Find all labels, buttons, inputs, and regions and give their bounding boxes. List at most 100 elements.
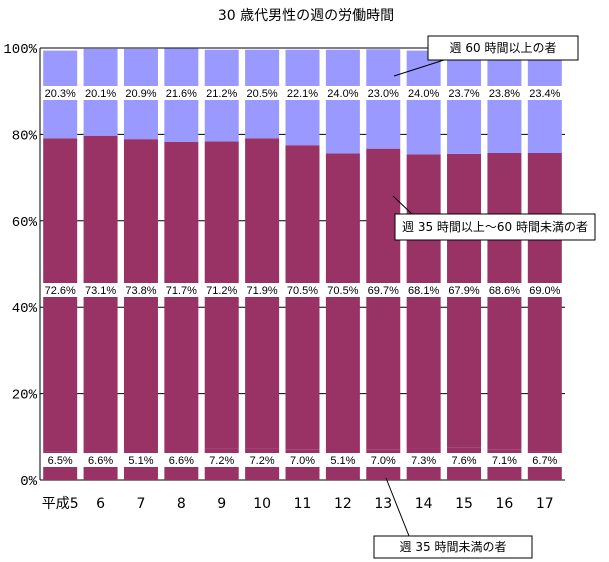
x-tick-label: 16 bbox=[496, 496, 514, 512]
data-label-35to60: 71.9% bbox=[247, 285, 278, 297]
bar-segment-35to60 bbox=[487, 152, 522, 450]
data-label-35to60: 68.1% bbox=[408, 285, 439, 297]
x-tick-label: 7 bbox=[137, 496, 146, 512]
data-label-bg bbox=[202, 283, 241, 297]
y-axis-tick-labels: 0% 20% 40% 60% 80% 100% bbox=[3, 42, 37, 490]
bar-segment-35to60 bbox=[527, 152, 562, 452]
bar-segment-over60 bbox=[325, 49, 360, 154]
bar-segment-35to60 bbox=[366, 148, 401, 450]
data-label-over60: 23.8% bbox=[489, 88, 520, 100]
data-label-bg bbox=[323, 453, 362, 467]
data-label-bg bbox=[243, 86, 282, 100]
data-label-under35: 5.1% bbox=[128, 455, 153, 467]
annotation-35to60: 週 35 時間以上～60 時間未満の者 bbox=[392, 195, 596, 241]
data-label-under35: 7.3% bbox=[411, 455, 436, 467]
data-label-over60: 24.0% bbox=[408, 88, 439, 100]
data-labels: 6.5% 6.6% 5.1% 6.6% 7.2% 7.2% 7.0% 5.1% 7.0% 7.3%… bbox=[41, 86, 564, 467]
y-tick-label: 80% bbox=[12, 128, 38, 144]
data-label-bg bbox=[364, 86, 403, 100]
x-tick-label: 平成5 bbox=[42, 496, 79, 512]
data-label-under35: 6.6% bbox=[88, 455, 113, 467]
data-label-bg bbox=[202, 86, 241, 100]
data-label-bg bbox=[445, 86, 484, 100]
data-label-over60: 20.3% bbox=[45, 88, 76, 100]
data-label-bg bbox=[525, 86, 564, 100]
data-label-under35: 6.6% bbox=[169, 455, 194, 467]
data-label-under35: 7.0% bbox=[371, 455, 396, 467]
data-label-over60: 21.6% bbox=[166, 88, 197, 100]
x-tick-label: 6 bbox=[96, 496, 105, 512]
data-label-35to60: 67.9% bbox=[448, 285, 479, 297]
data-label-over60: 23.0% bbox=[368, 88, 399, 100]
data-label-35to60: 71.7% bbox=[166, 285, 197, 297]
annotation-over60: 週 60 時間以上の者 bbox=[393, 35, 579, 77]
data-label-bg bbox=[243, 453, 282, 467]
data-label-over60: 20.9% bbox=[125, 88, 156, 100]
bar-segment-35to60 bbox=[406, 154, 441, 449]
data-label-bg bbox=[485, 453, 524, 467]
x-tick-label: 11 bbox=[294, 496, 312, 512]
bar-segment-over60 bbox=[406, 50, 441, 155]
data-label-bg bbox=[162, 283, 201, 297]
data-label-bg bbox=[81, 453, 120, 467]
data-label-under35: 7.0% bbox=[290, 455, 315, 467]
data-label-bg bbox=[162, 453, 201, 467]
data-label-bg bbox=[445, 453, 484, 467]
annotation-over60-box bbox=[427, 35, 579, 61]
data-label-bg bbox=[41, 86, 80, 100]
annotation-under35-leader bbox=[385, 477, 410, 537]
data-label-under35: 6.7% bbox=[532, 455, 557, 467]
data-label-35to60: 69.0% bbox=[529, 285, 560, 297]
data-label-35to60: 73.8% bbox=[125, 285, 156, 297]
bar-segment-over60 bbox=[447, 51, 482, 154]
data-label-bg bbox=[162, 86, 201, 100]
data-label-bg bbox=[41, 283, 80, 297]
annotation-35to60-box bbox=[394, 213, 596, 241]
annotation-35to60-leader bbox=[392, 195, 413, 215]
data-label-bg bbox=[283, 453, 322, 467]
data-label-bg bbox=[81, 283, 120, 297]
data-label-over60: 21.2% bbox=[206, 88, 237, 100]
data-label-bg bbox=[525, 283, 564, 297]
bar-segment-over60 bbox=[527, 51, 562, 153]
data-label-35to60: 68.6% bbox=[489, 285, 520, 297]
bar-segment-over60 bbox=[487, 50, 522, 153]
data-label-35to60: 73.1% bbox=[85, 285, 116, 297]
y-tick-label: 100% bbox=[3, 42, 37, 58]
data-label-over60: 23.7% bbox=[448, 88, 479, 100]
data-label-under35: 6.5% bbox=[48, 455, 73, 467]
data-label-bg bbox=[243, 283, 282, 297]
x-tick-label: 8 bbox=[177, 496, 186, 512]
annotation-under35-box bbox=[373, 535, 533, 559]
data-label-over60: 24.0% bbox=[327, 88, 358, 100]
data-label-bg bbox=[121, 86, 160, 100]
annotation-over60-leader bbox=[393, 59, 445, 77]
x-tick-label: 15 bbox=[455, 496, 473, 512]
data-label-over60: 20.1% bbox=[85, 88, 116, 100]
data-label-bg bbox=[283, 283, 322, 297]
x-tick-label: 14 bbox=[415, 496, 433, 512]
data-label-over60: 22.1% bbox=[287, 88, 318, 100]
data-label-under35: 7.2% bbox=[209, 455, 234, 467]
data-label-over60: 23.4% bbox=[529, 88, 560, 100]
y-tick-label: 0% bbox=[20, 474, 37, 490]
annotation-over60-text: 週 60 時間以上の者 bbox=[450, 41, 557, 55]
y-tick-label: 60% bbox=[12, 215, 38, 231]
bar-segment-35to60 bbox=[447, 153, 482, 448]
annotation-35to60-text: 週 35 時間以上～60 時間未満の者 bbox=[402, 220, 588, 234]
data-label-bg bbox=[364, 453, 403, 467]
x-tick-label: 17 bbox=[536, 496, 554, 512]
data-label-under35: 7.1% bbox=[492, 455, 517, 467]
data-label-bg bbox=[81, 86, 120, 100]
data-label-under35: 7.2% bbox=[250, 455, 275, 467]
data-label-35to60: 70.5% bbox=[287, 285, 318, 297]
data-label-35to60: 72.6% bbox=[45, 285, 76, 297]
data-label-bg bbox=[323, 86, 362, 100]
x-tick-label: 10 bbox=[253, 496, 271, 512]
data-label-35to60: 71.2% bbox=[206, 285, 237, 297]
y-tick-label: 40% bbox=[12, 301, 38, 317]
data-label-bg bbox=[323, 283, 362, 297]
x-tick-label: 13 bbox=[374, 496, 392, 512]
data-label-under35: 7.6% bbox=[451, 455, 476, 467]
